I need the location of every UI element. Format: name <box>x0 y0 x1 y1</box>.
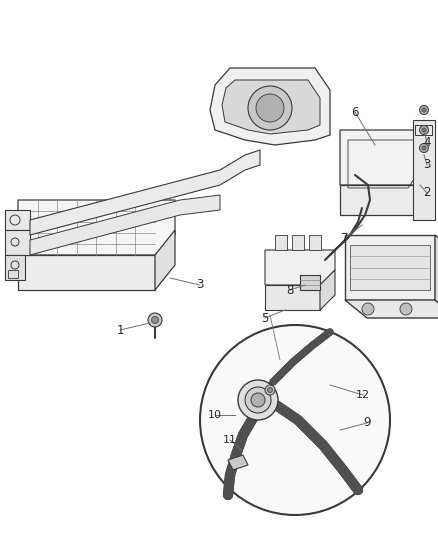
Polygon shape <box>435 235 438 318</box>
Text: 3: 3 <box>423 158 431 172</box>
Polygon shape <box>30 150 260 235</box>
Polygon shape <box>265 250 335 285</box>
Circle shape <box>422 108 426 112</box>
Polygon shape <box>320 270 335 310</box>
Text: 4: 4 <box>423 136 431 149</box>
Polygon shape <box>265 285 320 310</box>
Circle shape <box>152 317 159 324</box>
Text: 7: 7 <box>341 231 349 245</box>
Polygon shape <box>155 230 175 290</box>
Circle shape <box>256 94 284 122</box>
Text: 5: 5 <box>261 311 268 325</box>
Polygon shape <box>228 455 248 470</box>
Circle shape <box>420 106 428 115</box>
Circle shape <box>420 143 428 152</box>
Circle shape <box>248 86 292 130</box>
Polygon shape <box>18 200 175 255</box>
Polygon shape <box>345 300 438 318</box>
Text: 11: 11 <box>223 435 237 445</box>
Polygon shape <box>340 130 430 185</box>
Circle shape <box>251 393 265 407</box>
Circle shape <box>200 325 390 515</box>
Circle shape <box>265 385 275 395</box>
Text: 10: 10 <box>208 410 222 420</box>
Polygon shape <box>413 120 435 220</box>
Circle shape <box>362 303 374 315</box>
Polygon shape <box>300 275 320 290</box>
Polygon shape <box>345 235 435 300</box>
Circle shape <box>420 125 428 134</box>
Polygon shape <box>292 235 304 250</box>
Polygon shape <box>340 185 415 215</box>
Text: 9: 9 <box>363 416 371 430</box>
Circle shape <box>422 128 426 132</box>
Polygon shape <box>222 80 320 134</box>
Text: 3: 3 <box>196 279 204 292</box>
Polygon shape <box>350 245 430 290</box>
Text: 6: 6 <box>351 106 359 118</box>
Circle shape <box>238 380 278 420</box>
Circle shape <box>245 387 271 413</box>
Circle shape <box>400 303 412 315</box>
Polygon shape <box>275 235 287 250</box>
Circle shape <box>422 146 426 150</box>
Text: 8: 8 <box>286 284 294 296</box>
Polygon shape <box>309 235 321 250</box>
Polygon shape <box>415 165 430 215</box>
Text: 2: 2 <box>423 187 431 199</box>
Text: 1: 1 <box>116 324 124 336</box>
Polygon shape <box>30 195 220 255</box>
Polygon shape <box>18 255 155 290</box>
Polygon shape <box>5 230 30 255</box>
Polygon shape <box>210 68 330 145</box>
Polygon shape <box>5 210 30 230</box>
Polygon shape <box>5 255 25 280</box>
Circle shape <box>148 313 162 327</box>
Circle shape <box>268 387 272 392</box>
Text: 12: 12 <box>356 390 370 400</box>
